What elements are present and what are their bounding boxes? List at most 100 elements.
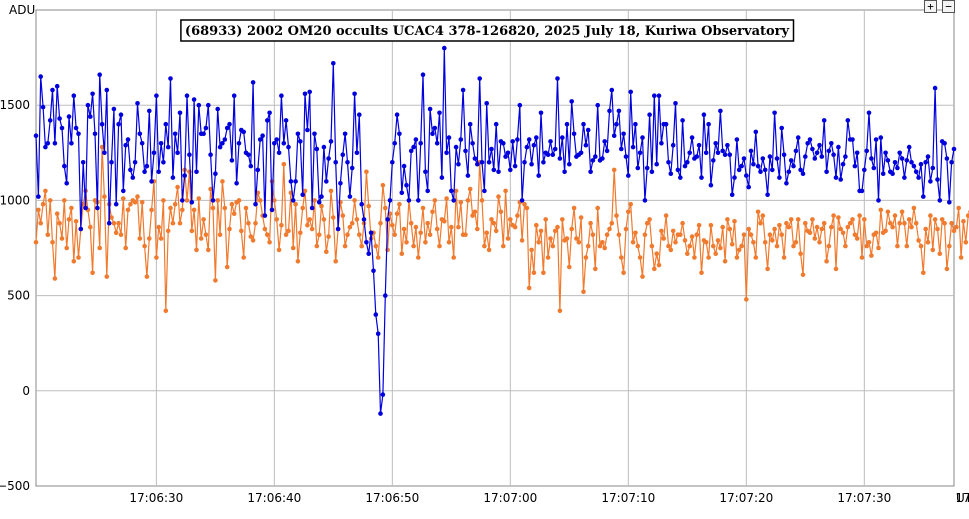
data-point bbox=[583, 255, 589, 260]
data-point bbox=[463, 232, 468, 237]
data-point bbox=[147, 236, 152, 241]
data-point bbox=[340, 213, 346, 218]
data-point bbox=[352, 91, 357, 97]
data-point bbox=[798, 167, 803, 173]
data-point bbox=[328, 139, 334, 144]
data-point bbox=[890, 171, 895, 176]
data-point bbox=[309, 226, 315, 232]
data-point bbox=[859, 188, 865, 194]
data-point bbox=[883, 150, 888, 156]
data-point bbox=[814, 150, 820, 156]
data-point bbox=[446, 135, 452, 140]
data-point bbox=[522, 201, 527, 207]
data-point bbox=[116, 121, 121, 127]
data-point bbox=[642, 232, 648, 237]
data-point bbox=[425, 188, 431, 194]
data-point bbox=[95, 205, 100, 211]
data-point bbox=[385, 247, 390, 253]
data-point bbox=[307, 89, 313, 95]
data-point bbox=[505, 236, 511, 241]
data-point bbox=[465, 173, 471, 178]
data-point bbox=[493, 121, 499, 127]
data-point bbox=[947, 243, 952, 249]
data-point bbox=[611, 167, 617, 173]
zoom-out-button[interactable]: − bbox=[942, 0, 955, 13]
data-point bbox=[515, 137, 520, 142]
data-point bbox=[272, 198, 277, 203]
data-point bbox=[883, 228, 888, 234]
data-point bbox=[392, 141, 398, 146]
data-point bbox=[715, 238, 721, 243]
data-point bbox=[701, 112, 707, 117]
data-point bbox=[191, 97, 197, 102]
data-point bbox=[472, 156, 478, 161]
data-point bbox=[189, 228, 195, 234]
data-point bbox=[628, 89, 633, 95]
data-point bbox=[366, 251, 372, 256]
data-point bbox=[633, 230, 638, 236]
data-point bbox=[640, 274, 645, 279]
data-point bbox=[666, 243, 671, 249]
data-point bbox=[541, 160, 546, 165]
data-point bbox=[66, 217, 72, 222]
data-point bbox=[767, 232, 773, 237]
data-point bbox=[862, 167, 867, 173]
data-point bbox=[137, 131, 143, 137]
data-point bbox=[444, 150, 449, 156]
data-point bbox=[104, 87, 110, 93]
data-point bbox=[215, 106, 220, 112]
data-point bbox=[279, 93, 284, 98]
data-point bbox=[97, 72, 102, 77]
series-2 bbox=[33, 144, 969, 314]
data-point bbox=[331, 215, 336, 220]
data-point bbox=[298, 230, 303, 236]
data-point bbox=[489, 217, 494, 222]
data-point bbox=[531, 142, 537, 148]
data-point bbox=[401, 226, 407, 232]
data-point bbox=[614, 213, 619, 218]
data-point bbox=[305, 127, 310, 133]
data-point bbox=[257, 198, 263, 203]
data-point bbox=[451, 198, 457, 203]
data-point bbox=[725, 217, 730, 222]
data-point bbox=[838, 226, 843, 232]
data-point bbox=[819, 154, 825, 159]
data-point bbox=[817, 142, 822, 148]
data-point bbox=[567, 161, 572, 167]
zoom-in-button[interactable]: + bbox=[924, 0, 937, 13]
data-point bbox=[135, 101, 140, 106]
data-point bbox=[878, 135, 884, 140]
data-point bbox=[312, 131, 317, 137]
data-point bbox=[276, 247, 282, 253]
y-tick-label: 1000 bbox=[0, 193, 30, 207]
data-point bbox=[522, 160, 527, 165]
data-point bbox=[512, 163, 518, 169]
data-point bbox=[399, 251, 405, 256]
data-point bbox=[328, 188, 334, 194]
data-point bbox=[829, 224, 834, 230]
data-point bbox=[949, 160, 954, 165]
data-point bbox=[647, 112, 652, 117]
data-point bbox=[795, 135, 801, 140]
data-point bbox=[149, 207, 154, 213]
data-point bbox=[885, 158, 891, 163]
data-point bbox=[642, 198, 648, 203]
data-point bbox=[283, 118, 289, 123]
data-point bbox=[791, 163, 796, 169]
data-point bbox=[942, 141, 947, 146]
data-point bbox=[418, 141, 424, 146]
data-point bbox=[491, 220, 497, 226]
data-point bbox=[231, 211, 237, 216]
data-point bbox=[921, 270, 926, 276]
data-point bbox=[314, 243, 320, 249]
data-point bbox=[359, 201, 365, 207]
data-point bbox=[222, 137, 228, 142]
data-point bbox=[508, 167, 513, 173]
data-point bbox=[770, 167, 775, 173]
data-point bbox=[588, 169, 593, 175]
data-point bbox=[380, 182, 386, 188]
data-point bbox=[430, 209, 435, 215]
y-tick-label: 500 bbox=[7, 289, 30, 303]
data-point bbox=[486, 247, 492, 253]
data-point bbox=[229, 201, 235, 207]
